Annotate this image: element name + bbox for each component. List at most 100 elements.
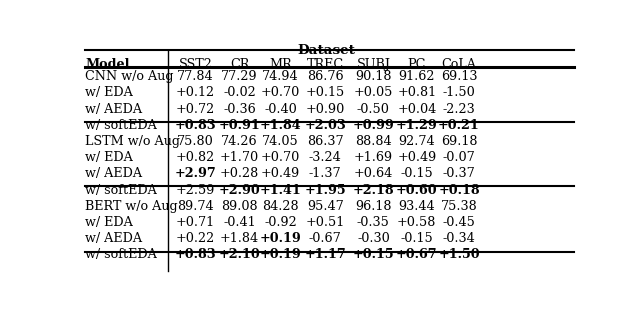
Text: -0.67: -0.67 bbox=[309, 232, 342, 245]
Text: w/ softEDA: w/ softEDA bbox=[85, 248, 157, 261]
Text: -0.07: -0.07 bbox=[443, 151, 476, 164]
Text: +0.04: +0.04 bbox=[397, 103, 436, 116]
Text: 91.62: 91.62 bbox=[399, 70, 435, 83]
Text: +0.83: +0.83 bbox=[175, 119, 216, 132]
Text: 74.26: 74.26 bbox=[221, 135, 258, 148]
Text: +0.81: +0.81 bbox=[397, 87, 436, 99]
Text: +1.84: +1.84 bbox=[260, 119, 301, 132]
Text: +0.51: +0.51 bbox=[306, 216, 345, 229]
Text: CNN w/o Aug: CNN w/o Aug bbox=[85, 70, 173, 83]
Text: +0.28: +0.28 bbox=[220, 167, 259, 180]
Text: +0.60: +0.60 bbox=[396, 184, 438, 197]
Text: -0.15: -0.15 bbox=[401, 167, 433, 180]
Text: +0.64: +0.64 bbox=[354, 167, 393, 180]
Text: 89.74: 89.74 bbox=[177, 200, 214, 213]
Text: +0.05: +0.05 bbox=[354, 87, 393, 99]
Text: 86.76: 86.76 bbox=[307, 70, 344, 83]
Text: 69.13: 69.13 bbox=[441, 70, 477, 83]
Text: +0.19: +0.19 bbox=[260, 248, 301, 261]
Text: +0.71: +0.71 bbox=[176, 216, 215, 229]
Text: +1.95: +1.95 bbox=[305, 184, 346, 197]
Text: +0.70: +0.70 bbox=[261, 87, 300, 99]
Text: w/ EDA: w/ EDA bbox=[85, 87, 133, 99]
Text: +1.50: +1.50 bbox=[438, 248, 480, 261]
Text: -0.37: -0.37 bbox=[443, 167, 476, 180]
Text: +0.91: +0.91 bbox=[219, 119, 260, 132]
Text: +2.10: +2.10 bbox=[219, 248, 260, 261]
Text: +0.22: +0.22 bbox=[176, 232, 215, 245]
Text: +1.17: +1.17 bbox=[305, 248, 346, 261]
Text: -0.34: -0.34 bbox=[443, 232, 476, 245]
Text: -0.35: -0.35 bbox=[357, 216, 390, 229]
Text: -1.37: -1.37 bbox=[309, 167, 342, 180]
Text: w/ EDA: w/ EDA bbox=[85, 216, 133, 229]
Text: LSTM w/o Aug: LSTM w/o Aug bbox=[85, 135, 180, 148]
Text: +0.90: +0.90 bbox=[306, 103, 345, 116]
Text: +1.41: +1.41 bbox=[260, 184, 301, 197]
Text: +2.18: +2.18 bbox=[353, 184, 394, 197]
Text: SST2: SST2 bbox=[179, 58, 212, 71]
Text: 86.37: 86.37 bbox=[307, 135, 344, 148]
Text: +0.21: +0.21 bbox=[438, 119, 480, 132]
Text: -0.36: -0.36 bbox=[223, 103, 256, 116]
Text: -0.02: -0.02 bbox=[223, 87, 256, 99]
Text: +0.19: +0.19 bbox=[260, 232, 301, 245]
Text: CR: CR bbox=[230, 58, 249, 71]
Text: +1.69: +1.69 bbox=[354, 151, 393, 164]
Text: +1.29: +1.29 bbox=[396, 119, 438, 132]
Text: w/ EDA: w/ EDA bbox=[85, 151, 133, 164]
Text: TREC: TREC bbox=[307, 58, 344, 71]
Text: +0.67: +0.67 bbox=[396, 248, 438, 261]
Text: 77.29: 77.29 bbox=[221, 70, 258, 83]
Text: -0.40: -0.40 bbox=[264, 103, 297, 116]
Text: BERT w/o Aug: BERT w/o Aug bbox=[85, 200, 177, 213]
Text: +0.49: +0.49 bbox=[261, 167, 300, 180]
Text: 75.38: 75.38 bbox=[440, 200, 477, 213]
Text: -0.45: -0.45 bbox=[442, 216, 476, 229]
Text: -0.92: -0.92 bbox=[264, 216, 297, 229]
Text: 69.18: 69.18 bbox=[441, 135, 477, 148]
Text: +2.97: +2.97 bbox=[175, 167, 216, 180]
Text: +0.83: +0.83 bbox=[175, 248, 216, 261]
Text: 75.80: 75.80 bbox=[177, 135, 214, 148]
Text: w/ softEDA: w/ softEDA bbox=[85, 119, 157, 132]
Text: 88.84: 88.84 bbox=[355, 135, 392, 148]
Text: w/ AEDA: w/ AEDA bbox=[85, 167, 142, 180]
Text: w/ AEDA: w/ AEDA bbox=[85, 232, 142, 245]
Text: 90.18: 90.18 bbox=[355, 70, 392, 83]
Text: 95.47: 95.47 bbox=[307, 200, 344, 213]
Text: 92.74: 92.74 bbox=[399, 135, 435, 148]
Text: 77.84: 77.84 bbox=[177, 70, 214, 83]
Text: PC: PC bbox=[408, 58, 426, 71]
Text: CoLA: CoLA bbox=[442, 58, 476, 71]
Text: +1.70: +1.70 bbox=[220, 151, 259, 164]
Text: SUBJ: SUBJ bbox=[356, 58, 390, 71]
Text: 84.28: 84.28 bbox=[262, 200, 299, 213]
Text: +0.70: +0.70 bbox=[261, 151, 300, 164]
Text: +0.72: +0.72 bbox=[176, 103, 215, 116]
Text: -0.50: -0.50 bbox=[357, 103, 390, 116]
Text: +2.59: +2.59 bbox=[175, 184, 215, 197]
Text: -0.30: -0.30 bbox=[357, 232, 390, 245]
Text: +0.99: +0.99 bbox=[353, 119, 394, 132]
Text: +0.58: +0.58 bbox=[397, 216, 436, 229]
Text: -2.23: -2.23 bbox=[443, 103, 476, 116]
Text: -3.24: -3.24 bbox=[309, 151, 342, 164]
Text: +0.15: +0.15 bbox=[353, 248, 394, 261]
Text: Model: Model bbox=[85, 58, 129, 71]
Text: 96.18: 96.18 bbox=[355, 200, 392, 213]
Text: w/ softEDA: w/ softEDA bbox=[85, 184, 157, 197]
Text: +0.18: +0.18 bbox=[438, 184, 480, 197]
Text: 74.94: 74.94 bbox=[262, 70, 299, 83]
Text: +0.49: +0.49 bbox=[397, 151, 436, 164]
Text: +0.12: +0.12 bbox=[176, 87, 215, 99]
Text: +0.82: +0.82 bbox=[176, 151, 215, 164]
Text: -0.15: -0.15 bbox=[401, 232, 433, 245]
Text: +0.15: +0.15 bbox=[306, 87, 345, 99]
Text: -1.50: -1.50 bbox=[443, 87, 476, 99]
Text: 89.08: 89.08 bbox=[221, 200, 258, 213]
Text: +1.84: +1.84 bbox=[220, 232, 259, 245]
Text: Dataset: Dataset bbox=[298, 44, 356, 57]
Text: -0.41: -0.41 bbox=[223, 216, 256, 229]
Text: +2.90: +2.90 bbox=[219, 184, 260, 197]
